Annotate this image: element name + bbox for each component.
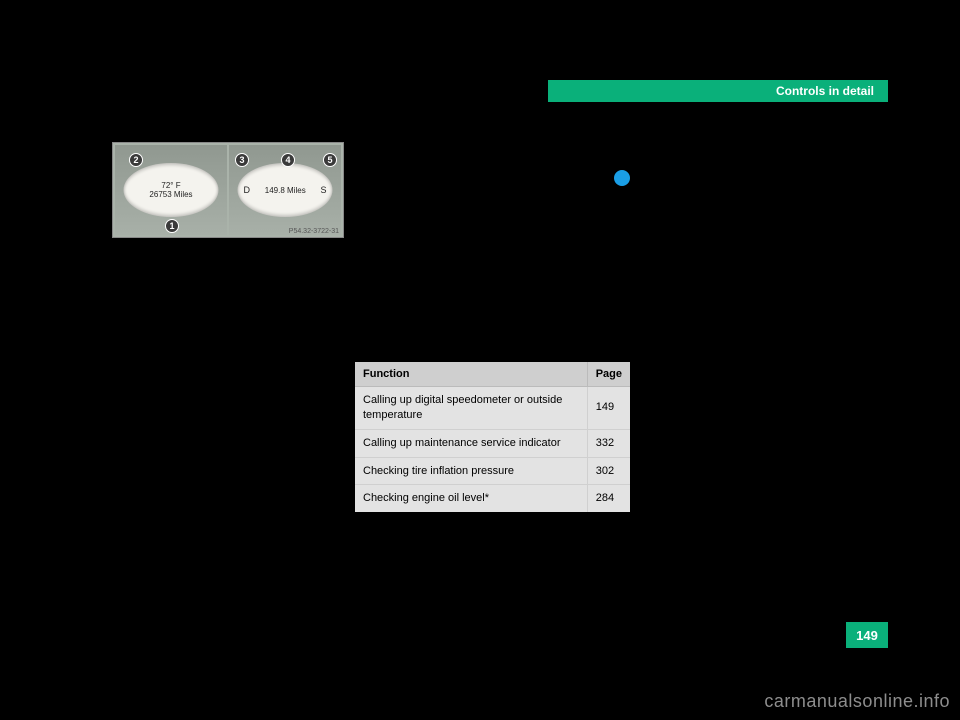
callout-3: 3: [235, 153, 249, 167]
callout-5: 5: [323, 153, 337, 167]
table-row: Checking engine oil level* 284: [355, 485, 630, 512]
gauge-left-lens: 72° F 26753 Miles: [124, 163, 219, 217]
header-bar: Controls in detail: [548, 80, 888, 102]
cell-function: Calling up digital speedometer or outsid…: [355, 387, 587, 430]
gauge-left: 72° F 26753 Miles 2 1: [115, 145, 227, 235]
gauge-right-d: D: [244, 185, 251, 195]
table-row: Checking tire inflation pressure 302: [355, 457, 630, 485]
col-page: Page: [587, 362, 630, 387]
cell-page: 149: [587, 387, 630, 430]
cell-page: 302: [587, 457, 630, 485]
col-function: Function: [355, 362, 587, 387]
gauge-right-mid: 149.8 Miles: [265, 186, 306, 195]
cell-function: Checking tire inflation pressure: [355, 457, 587, 485]
gauge-right-lens: D 149.8 Miles S: [238, 163, 333, 217]
cell-page: 332: [587, 429, 630, 457]
callout-2: 2: [129, 153, 143, 167]
part-number: P54.32-3722-31: [289, 228, 339, 235]
table-row: Calling up digital speedometer or outsid…: [355, 387, 630, 430]
gauge-right: D 149.8 Miles S 3 4 5: [229, 145, 341, 235]
watermark: carmanualsonline.info: [764, 691, 950, 712]
table-header-row: Function Page: [355, 362, 630, 387]
cell-function: Calling up maintenance service indicator: [355, 429, 587, 457]
table-row: Calling up maintenance service indicator…: [355, 429, 630, 457]
cell-function: Checking engine oil level*: [355, 485, 587, 512]
function-table: Function Page Calling up digital speedom…: [355, 362, 630, 512]
gauge-left-line1: 72° F: [161, 181, 180, 190]
instrument-cluster-image: 72° F 26753 Miles 2 1 D 149.8 Miles S 3 …: [112, 142, 344, 238]
callout-4: 4: [281, 153, 295, 167]
cell-page: 284: [587, 485, 630, 512]
callout-1: 1: [165, 219, 179, 233]
gauge-left-line2: 26753 Miles: [149, 190, 192, 199]
info-icon: [614, 170, 630, 186]
page-number-badge: 149: [846, 622, 888, 648]
gauge-right-s: S: [320, 185, 326, 195]
header-title: Controls in detail: [776, 84, 874, 98]
